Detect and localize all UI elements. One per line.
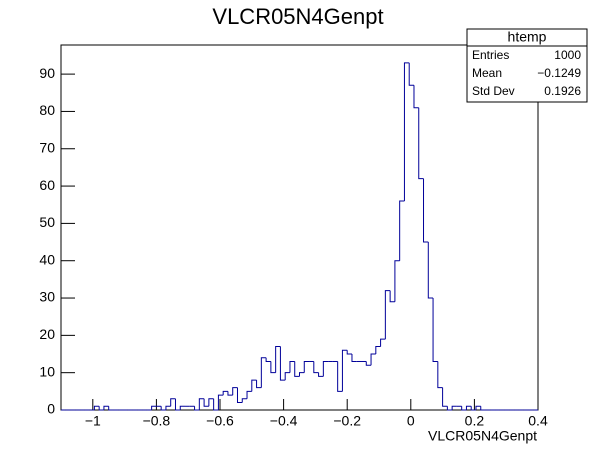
histogram-bin <box>217 394 224 410</box>
histogram-bin <box>174 398 181 411</box>
histogram-bin <box>299 372 305 377</box>
stats-value: 1000 <box>554 48 581 62</box>
histogram-bin <box>346 350 352 355</box>
histogram-bin <box>370 353 376 366</box>
histogram-bin <box>236 387 243 404</box>
histogram-bin <box>241 398 248 403</box>
histogram-bin <box>294 361 300 377</box>
histogram-bin <box>151 405 157 410</box>
x-tick-label: 0.2 <box>465 413 485 429</box>
histogram-bin <box>313 361 319 374</box>
x-tick-label: −0.6 <box>206 413 234 429</box>
histogram-bin <box>413 85 419 109</box>
stats-key: Std Dev <box>472 84 515 98</box>
histogram-bin <box>351 354 357 362</box>
y-tick-label: 90 <box>39 65 55 81</box>
histogram-bin <box>451 405 457 410</box>
histogram-bin <box>265 357 271 362</box>
y-tick-label: 50 <box>39 214 55 230</box>
histogram-bin <box>465 405 472 410</box>
histogram-bin <box>203 398 209 407</box>
histogram-bin <box>222 390 228 396</box>
histogram-bin <box>470 406 476 411</box>
stats-value: 0.1926 <box>544 84 581 98</box>
y-tick-label: 40 <box>39 251 55 267</box>
y-tick-label: 80 <box>39 102 55 118</box>
histogram-bin <box>384 290 391 340</box>
x-tick-label: −0.2 <box>333 413 361 429</box>
histogram-bin <box>194 406 200 411</box>
histogram-bin <box>289 360 295 373</box>
histogram-bin <box>475 405 481 410</box>
histogram-bin <box>399 200 405 261</box>
histogram-bin <box>246 390 252 399</box>
stats-title: htemp <box>508 29 547 45</box>
histogram-bin <box>480 406 486 411</box>
histogram-bin <box>208 398 214 407</box>
histogram-bin <box>160 406 166 411</box>
histogram-bin <box>303 360 310 373</box>
histogram-bin <box>442 387 448 407</box>
histogram-bin <box>198 398 205 410</box>
y-tick-label: 10 <box>39 363 55 379</box>
y-tick-label: 30 <box>39 289 55 305</box>
histogram-bin <box>389 290 395 303</box>
histogram-bin <box>427 242 434 299</box>
histogram-bin <box>408 62 414 86</box>
x-axis-label: VLCR05N4Genpt <box>428 428 537 444</box>
histogram-bin <box>446 406 453 411</box>
x-tick-label: 0 <box>407 413 415 429</box>
histogram-bin <box>165 405 171 410</box>
y-tick-label: 0 <box>47 401 55 417</box>
histogram-bin <box>318 372 324 377</box>
histogram-bin <box>170 398 176 407</box>
histogram-bin <box>213 398 219 411</box>
histogram-bin <box>423 178 429 243</box>
y-tick-label: 20 <box>39 326 55 342</box>
chart-title: VLCR05N4Genpt <box>212 4 383 29</box>
stats-value: −0.1249 <box>537 66 581 80</box>
histogram-bin <box>284 372 290 381</box>
histogram-bin <box>108 406 114 411</box>
histogram-bin <box>256 380 262 389</box>
histogram-bin <box>365 361 372 366</box>
histogram-bin <box>260 357 267 388</box>
x-tick-label: −0.4 <box>270 413 298 429</box>
x-tick-label: −0.8 <box>143 413 171 429</box>
stats-key: Entries <box>472 48 509 62</box>
histogram-bin <box>461 406 467 411</box>
histogram-bin <box>437 361 443 389</box>
histogram-bin <box>322 360 329 377</box>
plot-frame <box>60 44 539 411</box>
stats-box <box>466 28 588 103</box>
histogram-bin <box>232 387 238 396</box>
histogram-bin <box>279 346 286 381</box>
histogram-bin <box>375 346 381 355</box>
histogram-bin <box>270 361 276 374</box>
histogram-bin <box>418 107 424 180</box>
histogram-bin <box>275 346 281 373</box>
y-tick-label: 70 <box>39 139 55 155</box>
histogram-bin <box>403 62 410 202</box>
histogram-bin <box>341 349 348 392</box>
stats-key: Mean <box>472 66 502 80</box>
histogram-bin <box>394 260 400 302</box>
histogram-bin <box>93 405 100 410</box>
histogram-bin <box>179 405 186 410</box>
histogram-bin <box>227 391 233 396</box>
x-tick-label: 0.4 <box>528 413 548 429</box>
histogram-bin <box>337 361 343 392</box>
histogram-bin <box>103 405 109 410</box>
histogram-bin <box>98 406 104 411</box>
y-tick-label: 60 <box>39 177 55 193</box>
histogram-bin <box>380 338 386 347</box>
histogram-bin <box>432 298 438 362</box>
x-tick-label: −1 <box>85 413 101 429</box>
histogram-bin <box>251 379 257 392</box>
